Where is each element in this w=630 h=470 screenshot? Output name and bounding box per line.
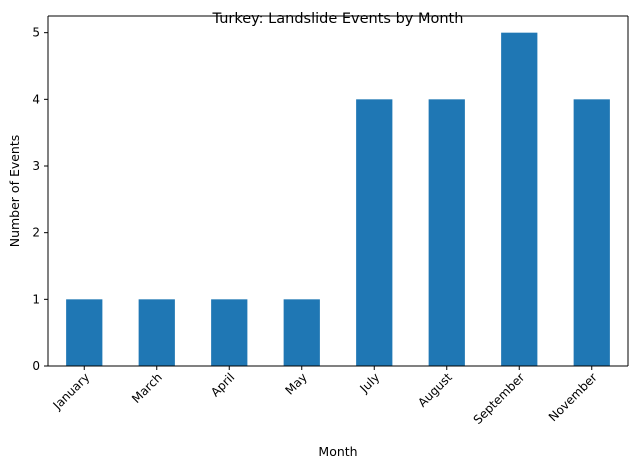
y-tick-label: 5 — [32, 26, 40, 40]
bar-may — [283, 299, 320, 366]
y-axis-label: Number of Events — [7, 135, 22, 248]
bar-april — [211, 299, 248, 366]
bar-july — [356, 99, 393, 366]
y-tick-label: 2 — [32, 226, 40, 240]
y-tick-label: 3 — [32, 159, 40, 173]
bar-september — [501, 32, 538, 367]
bar-august — [428, 99, 465, 366]
x-tick-label: November — [546, 370, 600, 424]
y-tick-label: 1 — [32, 292, 40, 306]
x-tick-label: April — [208, 370, 237, 399]
y-tick-label: 4 — [32, 92, 40, 106]
y-axis-ticks: 0 1 2 3 4 5 — [32, 26, 48, 373]
x-axis-ticks: January March April May July August September N… — [50, 366, 600, 427]
x-tick-label: August — [415, 370, 455, 410]
x-tick-label: March — [129, 370, 165, 406]
x-axis-label: Month — [318, 444, 357, 459]
x-tick-label: September — [471, 370, 528, 427]
x-tick-label: January — [50, 370, 93, 413]
bar-january — [66, 299, 103, 366]
chart-title: Turkey: Landslide Events by Month — [212, 11, 464, 27]
bar-march — [138, 299, 175, 366]
y-tick-label: 0 — [32, 359, 40, 373]
plot-area: 0 1 2 3 4 5 January March April May July August Sep… — [32, 15, 629, 427]
x-tick-label: May — [282, 370, 309, 397]
x-tick-label: July — [356, 370, 382, 396]
bar-november — [573, 99, 610, 366]
bars-group — [66, 32, 610, 367]
